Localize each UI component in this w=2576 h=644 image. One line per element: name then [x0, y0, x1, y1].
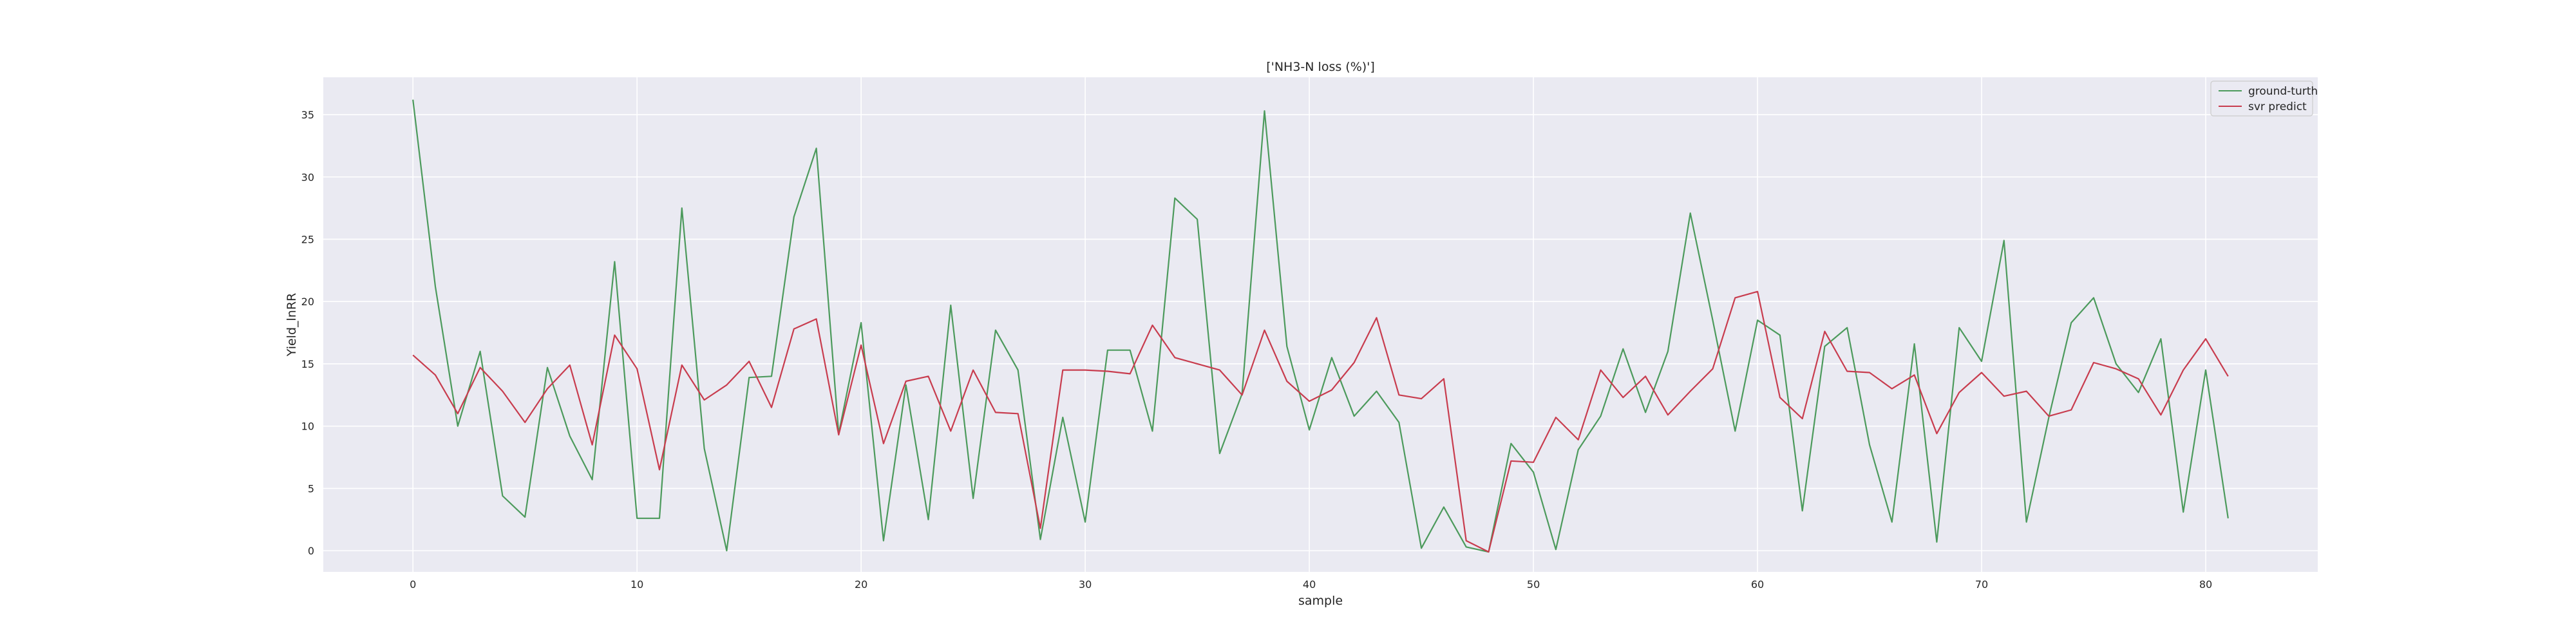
x-tick-label: 80 [2199, 578, 2212, 591]
y-tick-label: 20 [301, 296, 314, 308]
y-axis-label: Yield_lnRR [285, 293, 299, 357]
y-tick-label: 5 [308, 482, 314, 495]
legend-label-svr-predict: svr predict [2248, 100, 2307, 113]
y-tick-labels: 0 5 10 15 20 25 30 35 [301, 109, 314, 557]
x-tick-label: 0 [410, 578, 416, 591]
x-tick-label: 10 [630, 578, 643, 591]
x-tick-label: 40 [1303, 578, 1316, 591]
legend-label-ground-turth: ground-turth [2248, 85, 2318, 98]
x-axis-label: sample [1298, 594, 1343, 608]
series-line-ground-turth [412, 99, 2229, 553]
y-tick-label: 35 [301, 109, 314, 121]
plot-background [323, 77, 2318, 572]
y-tick-label: 0 [308, 545, 314, 557]
legend: ground-turth svr predict [2210, 80, 2318, 117]
x-tick-label: 60 [1751, 578, 1764, 591]
y-tick-label: 15 [301, 358, 314, 370]
x-tick-label: 70 [1975, 578, 1988, 591]
series-lines [412, 99, 2229, 553]
x-tick-label: 20 [855, 578, 867, 591]
y-tick-label: 25 [301, 233, 314, 245]
x-gridlines [412, 77, 2206, 572]
plot-area [323, 77, 2318, 572]
x-tick-label: 30 [1079, 578, 1092, 591]
y-tick-label: 30 [301, 171, 314, 184]
legend-box [2210, 80, 2313, 117]
y-tick-label: 10 [301, 421, 314, 433]
x-tick-labels: 0 10 20 30 40 50 60 70 80 [410, 578, 2212, 591]
x-tick-label: 50 [1527, 578, 1540, 591]
series-line-svr-predict [412, 290, 2229, 553]
chart-title: ['NH3-N loss (%)'] [1266, 60, 1375, 74]
y-gridlines [323, 114, 2318, 551]
